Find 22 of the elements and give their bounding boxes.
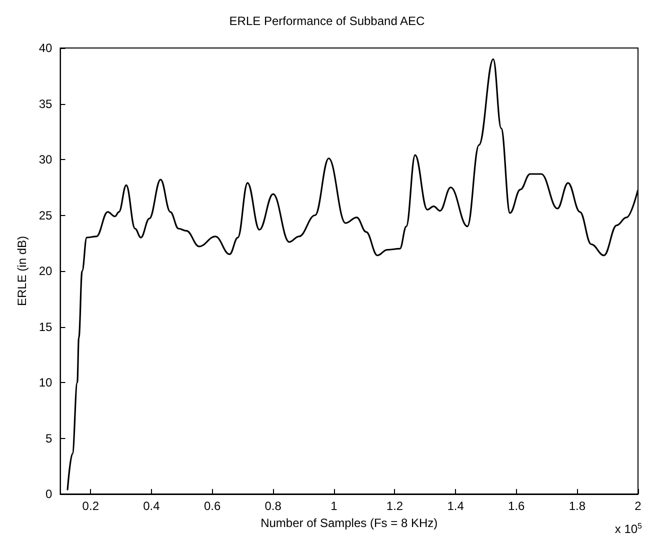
- y-tick-label: 15: [38, 320, 53, 334]
- x-tick-label: 1.4: [447, 499, 464, 513]
- x-tick-label: 1.2: [386, 499, 404, 513]
- y-tick-label: 10: [38, 376, 53, 390]
- y-tick-label: 30: [38, 152, 53, 166]
- y-tick-label: 35: [38, 96, 53, 111]
- x-tick-label: 1.8: [568, 499, 586, 513]
- y-tick-label: 20: [38, 264, 53, 278]
- y-axis-title: ERLE (in dB): [15, 236, 29, 306]
- chart-title: ERLE Performance of Subband AEC: [229, 14, 426, 28]
- x-tick-label: 1: [330, 499, 338, 513]
- x-tick-label: 2: [634, 499, 642, 513]
- x-axis-title: Number of Samples (Fs = 8 KHz): [260, 516, 438, 530]
- x-tick-label: 0.6: [204, 499, 221, 513]
- y-tick-label: 40: [38, 41, 53, 55]
- y-tick-label: 25: [38, 208, 53, 222]
- x-tick-label: 0.2: [82, 499, 100, 513]
- y-tick-label: 0: [46, 487, 53, 501]
- y-tick-label: 5: [46, 431, 53, 446]
- x-tick-label: 0.4: [143, 499, 160, 513]
- x-tick-label: 0.8: [264, 499, 282, 513]
- x-tick-label: 1.6: [508, 499, 526, 513]
